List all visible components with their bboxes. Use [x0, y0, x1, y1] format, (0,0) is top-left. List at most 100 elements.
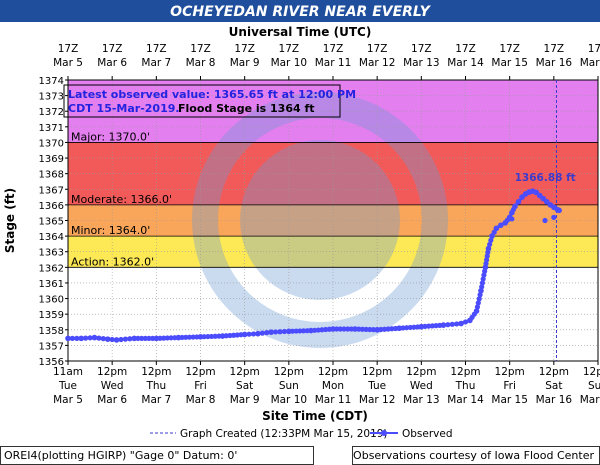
x-tick-label: Mar 11	[315, 394, 352, 406]
observed-point	[104, 336, 111, 342]
observed-point	[131, 335, 138, 342]
observed-point	[489, 233, 495, 239]
observed-point	[78, 335, 85, 342]
x-axis-title: Site Time (CDT)	[262, 409, 368, 423]
info-line-2-date: CDT 15-Mar-2019.	[68, 102, 180, 115]
observed-point	[122, 336, 129, 342]
observed-point	[367, 326, 373, 333]
y-tick-label: 1367	[39, 185, 64, 196]
watermark-ring	[192, 92, 448, 348]
observed-point	[250, 331, 257, 337]
y-tick-label: 1365	[39, 217, 64, 228]
y-tick-label: 1358	[39, 326, 64, 337]
info-line-1: Latest observed value: 1365.65 ft at 12:…	[68, 88, 356, 101]
y-tick-label: 1364	[39, 232, 64, 243]
observed-point	[190, 334, 196, 340]
category-label: Moderate: 1366.0'	[71, 193, 172, 206]
observed-point	[515, 198, 522, 205]
x2-tick-label: 17Z	[455, 43, 476, 55]
x2-tick-label: 17Z	[102, 43, 123, 55]
observed-point	[74, 335, 80, 341]
x2-tick-label: Mar 6	[97, 57, 127, 69]
x2-tick-label: Mar 13	[403, 57, 440, 69]
observed-point	[418, 323, 425, 330]
y-tick-label: 1357	[39, 341, 64, 352]
observed-point	[481, 272, 487, 278]
y-tick-label: 1370	[39, 138, 64, 149]
observed-point	[512, 203, 518, 210]
y-tick-label: 1366	[39, 201, 64, 212]
observed-point	[473, 308, 480, 314]
observed-point	[281, 328, 288, 335]
category-label: Minor: 1364.0'	[71, 224, 150, 237]
y-tick-label: 1369	[39, 154, 64, 165]
x2-tick-label: 17Z	[588, 43, 600, 55]
observed-point	[69, 335, 76, 341]
y-tick-label: 1372	[39, 107, 64, 118]
y-tick-label: 1368	[39, 170, 64, 181]
observed-point	[293, 328, 299, 334]
x2-tick-label: 17Z	[544, 43, 565, 55]
observed-point	[341, 326, 347, 332]
observed-point	[259, 330, 265, 336]
chart-title: OCHEYEDAN RIVER NEAR EVERLY	[170, 4, 431, 20]
observed-point	[352, 326, 358, 332]
y-tick-label: 1371	[39, 123, 64, 134]
observed-point	[478, 287, 484, 294]
legend-observed-label: Observed	[402, 428, 453, 440]
x2-tick-label: Mar 17	[580, 57, 600, 69]
x-tick-label: Mar 14	[447, 394, 484, 406]
x-tick-label: Mar 10	[271, 394, 308, 406]
x-tick-label: 12pm	[583, 366, 600, 378]
x-tick-label: Sat	[545, 380, 562, 392]
observed-point	[175, 334, 182, 341]
x-tick-label: 12pm	[450, 366, 480, 378]
observed-point	[488, 237, 494, 243]
observed-point	[161, 335, 167, 341]
observed-point	[308, 327, 314, 334]
x-tick-label: Sat	[236, 380, 253, 392]
observed-point	[109, 336, 115, 343]
x-tick-label: Thu	[455, 380, 476, 392]
x-tick-label: Wed	[101, 380, 124, 392]
observed-point	[396, 325, 403, 332]
x2-tick-label: Mar 14	[447, 57, 484, 69]
x-tick-label: 12pm	[539, 366, 569, 378]
y-tick-label: 1356	[39, 357, 64, 368]
observed-point	[467, 317, 473, 324]
x-tick-label: 12pm	[362, 366, 392, 378]
x2-tick-label: Mar 12	[359, 57, 396, 69]
observed-point	[87, 335, 93, 341]
x2-tick-label: 17Z	[234, 43, 255, 55]
observed-point	[502, 220, 509, 226]
x-tick-label: Mar 13	[403, 394, 440, 406]
x2-tick-label: 17Z	[323, 43, 344, 55]
x-tick-label: Fri	[194, 380, 207, 392]
x-tick-label: 12pm	[97, 366, 127, 378]
x-tick-label: Fri	[503, 380, 516, 392]
watermark-disc	[240, 140, 400, 300]
observed-point	[272, 329, 279, 335]
observed-point	[476, 296, 482, 302]
observed-point	[65, 335, 71, 342]
info-box-border	[63, 84, 341, 118]
observed-point	[164, 335, 170, 341]
x-tick-label: Wed	[410, 380, 433, 392]
observed-point	[142, 335, 148, 341]
observed-point	[493, 225, 500, 232]
observed-point	[363, 326, 369, 332]
observed-point	[241, 331, 248, 338]
x-tick-label: 12pm	[230, 366, 260, 378]
observed-point	[440, 322, 447, 328]
observed-point	[113, 337, 120, 343]
title-bar	[0, 0, 600, 22]
y-tick-label: 1374	[39, 76, 64, 87]
x-tick-label: 12pm	[318, 366, 348, 378]
observed-point	[100, 336, 106, 342]
observed-point	[551, 214, 557, 220]
observed-point	[91, 334, 98, 341]
observed-point	[212, 333, 218, 339]
gage-datum-note: OREI4(plotting HGIRP) "Gage 0" Datum: 0'	[4, 449, 238, 462]
observations-credit: Observations courtesy of Iowa Flood Cent…	[353, 449, 594, 462]
x-tick-label: Sun	[279, 380, 299, 392]
